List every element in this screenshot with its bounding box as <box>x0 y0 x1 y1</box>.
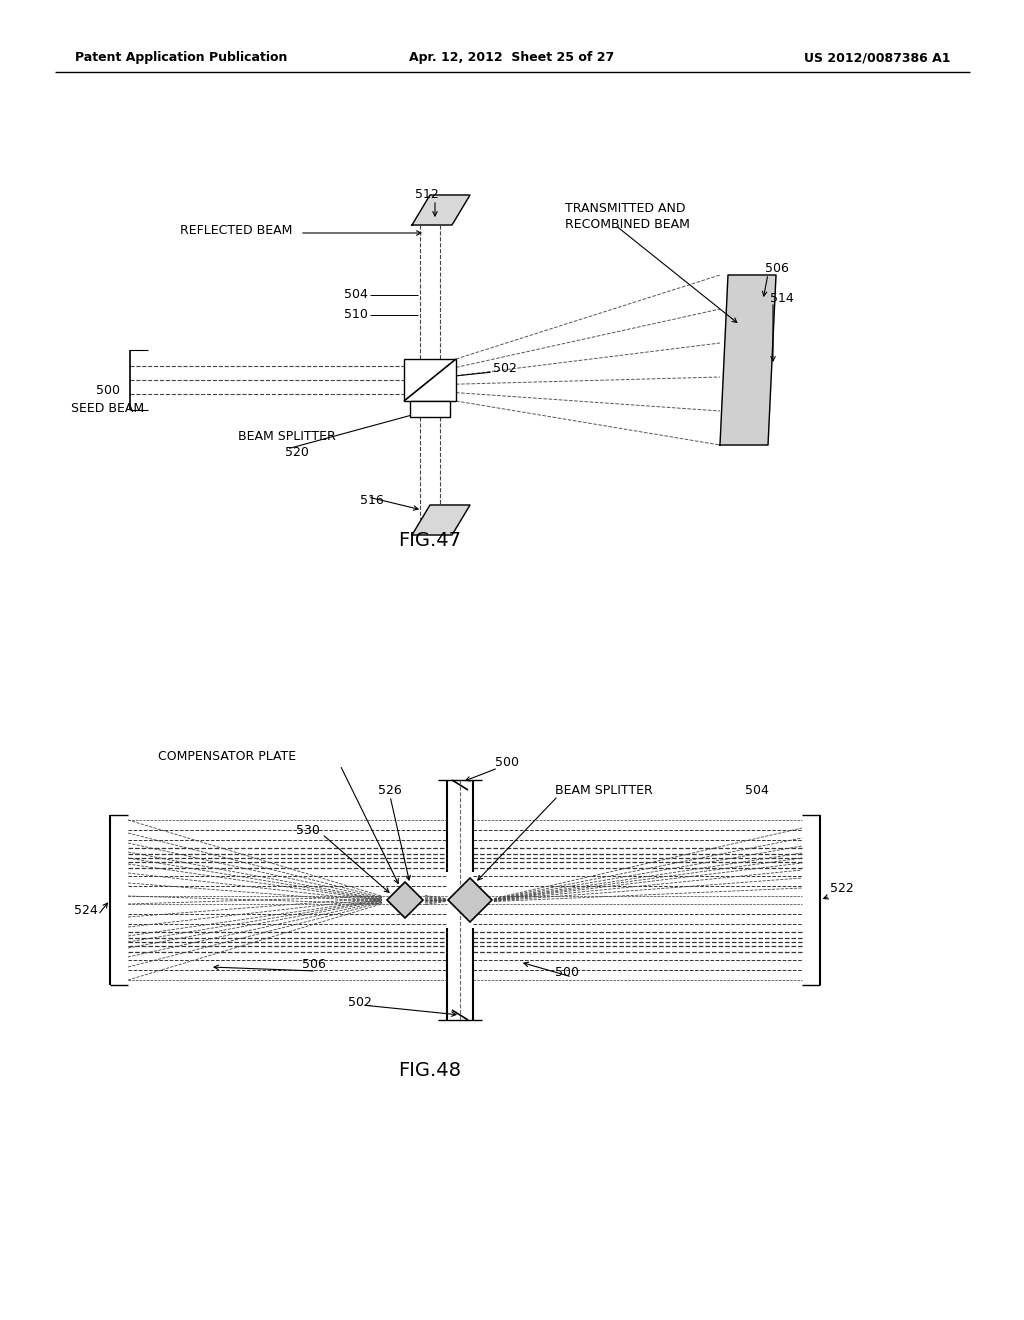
Text: 500: 500 <box>96 384 120 396</box>
Text: FIG.48: FIG.48 <box>398 1060 462 1080</box>
Text: 516: 516 <box>360 494 384 507</box>
Polygon shape <box>449 878 492 921</box>
Text: 506: 506 <box>302 958 326 972</box>
Text: Apr. 12, 2012  Sheet 25 of 27: Apr. 12, 2012 Sheet 25 of 27 <box>410 51 614 65</box>
Text: BEAM SPLITTER: BEAM SPLITTER <box>238 430 336 444</box>
Text: Patent Application Publication: Patent Application Publication <box>75 51 288 65</box>
Text: BEAM SPLITTER: BEAM SPLITTER <box>555 784 652 796</box>
Text: 514: 514 <box>770 292 794 305</box>
Text: 522: 522 <box>830 882 854 895</box>
Text: 506: 506 <box>765 261 788 275</box>
Text: 504: 504 <box>344 289 368 301</box>
Text: 500: 500 <box>555 965 579 978</box>
Text: US 2012/0087386 A1: US 2012/0087386 A1 <box>804 51 950 65</box>
Text: SEED BEAM: SEED BEAM <box>72 401 144 414</box>
Text: 524: 524 <box>75 903 98 916</box>
Text: REFLECTED BEAM: REFLECTED BEAM <box>180 223 293 236</box>
Text: 512: 512 <box>415 189 438 202</box>
Text: 510: 510 <box>344 309 368 322</box>
Polygon shape <box>720 275 776 445</box>
Text: 502: 502 <box>348 995 372 1008</box>
Polygon shape <box>412 195 470 224</box>
Text: 500: 500 <box>495 755 519 768</box>
Polygon shape <box>412 506 470 535</box>
Text: 520: 520 <box>285 446 309 458</box>
Bar <box>404 359 456 401</box>
Text: TRANSMITTED AND: TRANSMITTED AND <box>565 202 685 214</box>
Text: COMPENSATOR PLATE: COMPENSATOR PLATE <box>158 750 296 763</box>
Text: 504: 504 <box>745 784 769 796</box>
Text: RECOMBINED BEAM: RECOMBINED BEAM <box>565 218 690 231</box>
Polygon shape <box>387 882 423 917</box>
Text: 530: 530 <box>296 824 319 837</box>
Text: FIG.47: FIG.47 <box>398 531 462 549</box>
Bar <box>410 401 450 417</box>
Text: 502: 502 <box>493 362 517 375</box>
Text: 526: 526 <box>378 784 401 796</box>
